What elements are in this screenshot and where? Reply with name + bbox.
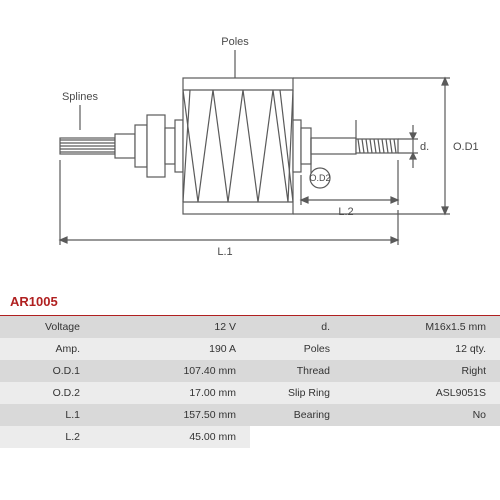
spec-row: O.D.1107.40 mmThreadRight <box>0 360 500 382</box>
spec-label: Bearing <box>250 404 340 426</box>
spec-value: 12 qty. <box>340 338 500 360</box>
spec-value: Right <box>340 360 500 382</box>
spec-label: Thread <box>250 360 340 382</box>
spec-label: Voltage <box>0 316 90 338</box>
spec-label: L.1 <box>0 404 90 426</box>
spec-label: Slip Ring <box>250 382 340 404</box>
spec-label: L.2 <box>0 426 90 448</box>
engineering-diagram: Poles Splines O.D1 d. O.D2 L.2 L.1 <box>0 0 500 290</box>
label-l1: L.1 <box>217 246 232 258</box>
label-l2: L.2 <box>338 206 353 218</box>
spec-row: L.245.00 mm <box>0 426 500 448</box>
label-splines: Splines <box>62 91 99 103</box>
spec-row: Voltage12 Vd.M16x1.5 mm <box>0 316 500 338</box>
spec-label: O.D.1 <box>0 360 90 382</box>
label-od1: O.D1 <box>453 141 479 153</box>
part-number: AR1005 <box>0 290 500 316</box>
label-od2: O.D2 <box>309 173 330 183</box>
spec-value: ASL9051S <box>340 382 500 404</box>
spec-value: 107.40 mm <box>90 360 250 382</box>
spec-label: Poles <box>250 338 340 360</box>
spec-label: d. <box>250 316 340 338</box>
spec-value: 45.00 mm <box>90 426 250 448</box>
spec-value: M16x1.5 mm <box>340 316 500 338</box>
spec-label: Amp. <box>0 338 90 360</box>
spec-value: 12 V <box>90 316 250 338</box>
rotor-diagram-svg: Poles Splines O.D1 d. O.D2 L.2 L.1 <box>20 20 480 270</box>
spec-value: No <box>340 404 500 426</box>
spec-value: 190 A <box>90 338 250 360</box>
spec-value: 157.50 mm <box>90 404 250 426</box>
label-poles: Poles <box>221 36 249 48</box>
spec-row: O.D.217.00 mmSlip RingASL9051S <box>0 382 500 404</box>
spec-row: L.1157.50 mmBearingNo <box>0 404 500 426</box>
spec-value: 17.00 mm <box>90 382 250 404</box>
label-d: d. <box>420 141 429 153</box>
spec-table: Voltage12 Vd.M16x1.5 mmAmp.190 APoles12 … <box>0 316 500 448</box>
spec-label: O.D.2 <box>0 382 90 404</box>
spec-row: Amp.190 APoles12 qty. <box>0 338 500 360</box>
